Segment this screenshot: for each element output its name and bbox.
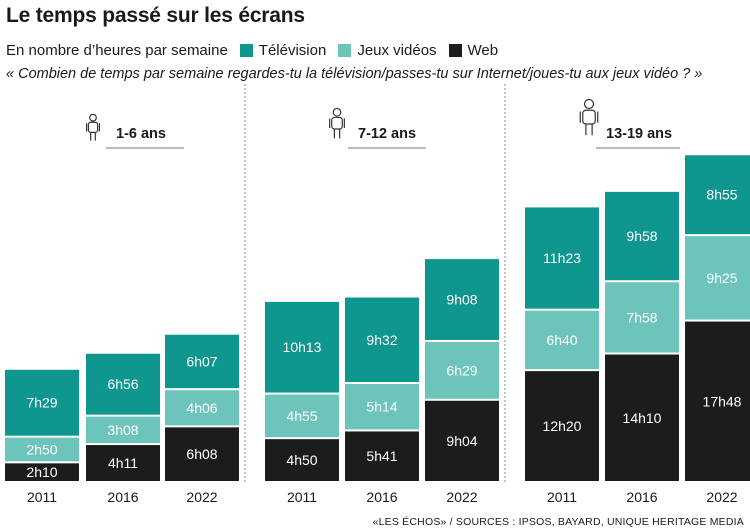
segment-value-label: 14h10 [623,410,662,426]
bar-segment-web [165,427,239,481]
segment-value-label: 4h55 [286,408,317,424]
bar-segment-jeux-vid-os [345,383,419,430]
bar-segment-jeux-vid-os [525,310,599,370]
bar-segment-jeux-vid-os [605,282,679,353]
legend-swatch-web [448,44,462,57]
segment-value-label: 6h29 [446,362,477,378]
legend-label-jeux-videos: Jeux vidéos [357,42,437,59]
segment-value-label: 8h55 [706,187,737,203]
icon-stroke [582,109,596,125]
legend-item-television: Télévision [239,42,327,59]
year-tick-label: 2011 [27,489,57,505]
icon-stroke [87,121,99,133]
segment-value-label: 6h40 [546,332,577,348]
bar-segment-web [425,400,499,481]
segment-value-label: 6h08 [186,446,217,462]
bar-segment-t-l-vision [425,259,499,340]
year-tick-label: 2016 [107,489,138,505]
segment-value-label: 2h10 [26,464,57,480]
year-tick-label: 2011 [547,489,577,505]
bar-segment-web [525,371,599,481]
bar-segment-t-l-vision [5,369,79,436]
legend-label-web: Web [467,42,499,59]
legend: En nombre d’heures par semaine Télévisio… [6,42,510,59]
teen-icon [579,98,599,136]
segment-value-label: 9h08 [446,292,477,308]
segment-value-label: 7h58 [626,309,657,325]
bar-segment-web [345,431,419,481]
bar-segment-t-l-vision [165,334,239,389]
legend-swatch-jeux-videos [338,44,352,57]
segment-value-label: 5h14 [366,399,397,415]
bar-segment-jeux-vid-os [165,390,239,426]
bar-segment-jeux-vid-os [86,416,160,444]
legend-item-jeux-videos: Jeux vidéos [338,42,437,59]
source-note: «LES ÉCHOS» / SOURCES : IPSOS, BAYARD, U… [372,516,744,528]
segment-value-label: 2h50 [26,441,57,457]
segment-value-label: 9h58 [626,228,657,244]
segment-value-label: 7h29 [26,395,57,411]
age-group-label: 7-12 ans [358,126,416,142]
bar-segment-t-l-vision [525,207,599,309]
survey-question: « Combien de temps par semaine regardes-… [6,66,703,82]
bar-segment-web [605,354,679,481]
child-medium-icon [329,107,345,139]
bar-segment-jeux-vid-os [425,341,499,399]
icon-stroke [583,98,595,110]
segment-value-label: 9h32 [366,332,397,348]
chart-title: Le temps passé sur les écrans [6,4,305,27]
age-group-label: 13-19 ans [606,126,672,142]
year-tick-label: 2022 [706,489,737,505]
legend-item-web: Web [448,42,499,59]
segment-value-label: 17h48 [703,393,742,409]
segment-value-label: 4h06 [186,400,217,416]
segment-value-label: 9h25 [706,270,737,286]
bar-segment-jeux-vid-os [5,437,79,462]
segment-value-label: 5h41 [366,448,397,464]
bar-segment-web [5,463,79,481]
segment-value-label: 11h23 [543,250,581,266]
icon-stroke [332,107,342,117]
bar-segment-web [86,445,160,481]
year-tick-label: 2016 [626,489,657,505]
icon-stroke [331,116,343,130]
bar-segment-jeux-vid-os [685,236,750,320]
segment-value-label: 10h13 [283,339,322,355]
bar-segment-web [685,321,750,481]
child-small-icon [85,113,101,141]
year-tick-label: 2022 [446,489,477,505]
segment-value-label: 9h04 [446,433,477,449]
bar-segment-t-l-vision [685,155,750,235]
bar-segment-t-l-vision [265,301,339,393]
bar-segment-t-l-vision [605,191,679,281]
age-group-label: 1-6 ans [116,126,166,142]
segment-value-label: 4h50 [286,452,317,468]
bar-segment-jeux-vid-os [265,394,339,438]
bar-segment-t-l-vision [86,353,160,415]
segment-value-label: 12h20 [543,418,582,434]
segment-value-label: 4h11 [108,455,138,471]
legend-label-television: Télévision [258,42,327,59]
chart-subtitle: En nombre d’heures par semaine [6,42,228,59]
legend-swatch-television [239,44,253,57]
bar-segment-t-l-vision [345,297,419,382]
year-tick-label: 2022 [186,489,217,505]
segment-value-label: 3h08 [107,422,138,438]
segment-value-label: 6h07 [186,353,217,369]
year-tick-label: 2011 [287,489,317,505]
bar-segment-web [265,439,339,481]
year-tick-label: 2016 [366,489,397,505]
segment-value-label: 6h56 [107,376,138,392]
icon-stroke [89,113,97,122]
